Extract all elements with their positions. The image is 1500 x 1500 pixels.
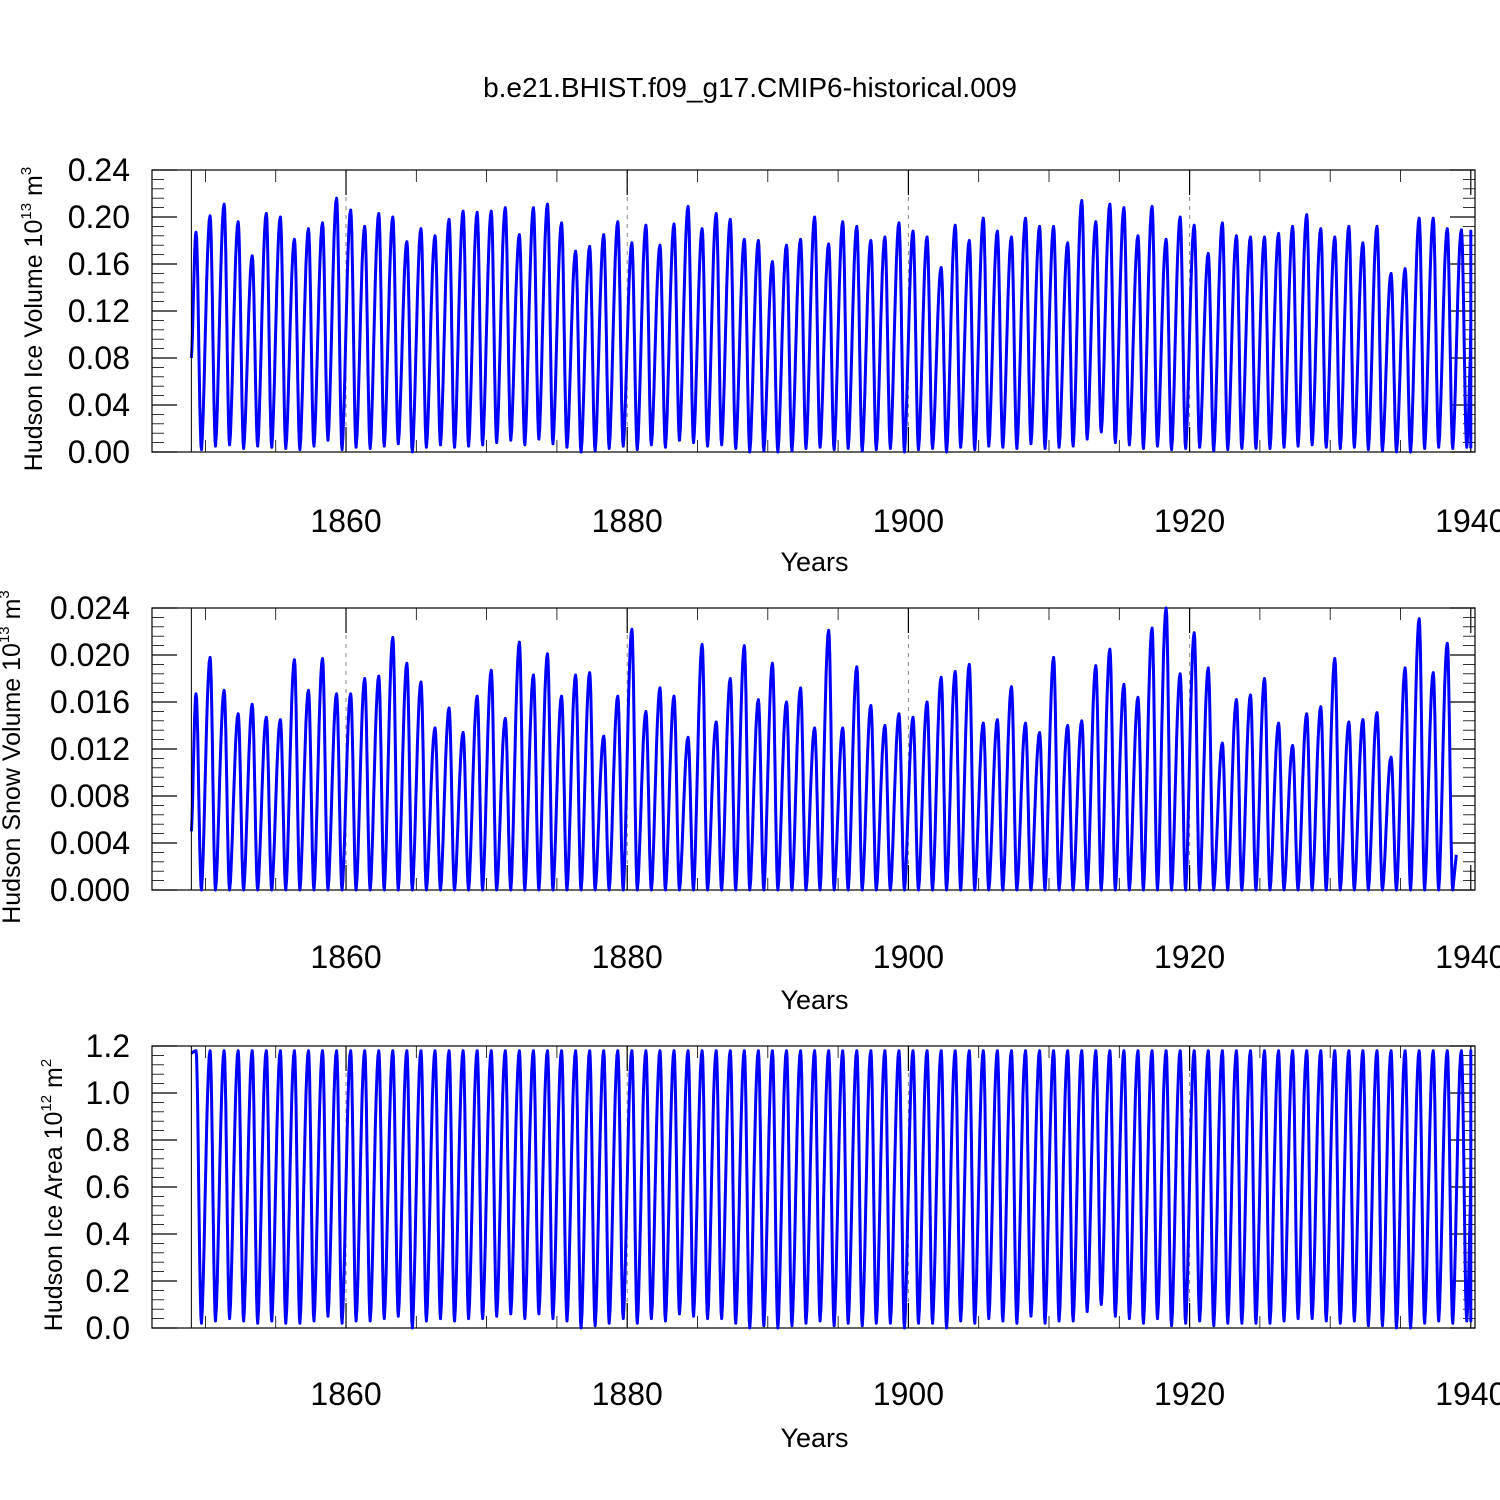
x-tick-label: 1940: [1435, 503, 1500, 539]
x-axis-label: Years: [780, 1423, 848, 1453]
x-tick-label: 1860: [310, 1376, 381, 1412]
panel-2: 0.000 0.004 0.008 0.012 0.016 0.020 0.024 1860 1…: [0, 590, 1500, 1015]
y-axis-label: Hudson Ice Volume 1013 m3: [18, 167, 48, 471]
series-line: [189, 196, 1473, 454]
y-tick-label: 0.20: [68, 199, 130, 235]
y-tick-label: 0.12: [68, 293, 130, 329]
y-tick-label: 0.0: [86, 1310, 130, 1346]
y-tick-label: 0.4: [86, 1216, 130, 1252]
x-tick-label: 1920: [1154, 1376, 1225, 1412]
y-tick-label: 0.020: [50, 637, 130, 673]
x-tick-label: 1940: [1435, 939, 1500, 975]
x-tick-label: 1900: [873, 1376, 944, 1412]
panels: 0.00 0.04 0.08 0.12 0.16 0.20 0.24 1860 1880 1900…: [0, 152, 1500, 1453]
y-tick-label: 1.0: [86, 1075, 130, 1111]
y-axis-label: Hudson Ice Area 1012 m2: [38, 1059, 68, 1331]
y-tick-label: 0.16: [68, 246, 130, 282]
x-tick-label: 1900: [873, 939, 944, 975]
y-tick-label: 0.08: [68, 340, 130, 376]
y-tick-label: 0.2: [86, 1263, 130, 1299]
y-tick-label: 0.004: [50, 825, 130, 861]
panel-1: 0.00 0.04 0.08 0.12 0.16 0.20 0.24 1860 1880 1900…: [18, 152, 1500, 577]
y-axis-label: Hudson Snow Volume 1013 m3: [0, 590, 26, 924]
x-axis-label: Years: [780, 547, 848, 577]
y-tick-label: 0.00: [68, 434, 130, 470]
y-tick-label: 0.24: [68, 152, 130, 188]
y-tick-label: 0.6: [86, 1169, 130, 1205]
series-line: [190, 1049, 1473, 1330]
x-tick-label: 1880: [592, 939, 663, 975]
x-tick-label: 1860: [310, 939, 381, 975]
y-tick-label: 0.012: [50, 731, 130, 767]
x-axis-label: Years: [780, 985, 848, 1015]
y-tick-label: 0.04: [68, 387, 130, 423]
figure-title: b.e21.BHIST.f09_g17.CMIP6-historical.009: [483, 72, 1017, 103]
y-tick-label: 1.2: [86, 1028, 130, 1064]
x-tick-label: 1920: [1154, 503, 1225, 539]
x-tick-label: 1880: [592, 1376, 663, 1412]
panel-3: 0.0 0.2 0.4 0.6 0.8 1.0 1.2 1860 1880 1900 1920 194…: [38, 1028, 1500, 1453]
x-tick-label: 1860: [310, 503, 381, 539]
x-tick-label: 1900: [873, 503, 944, 539]
x-tick-label: 1880: [592, 503, 663, 539]
x-tick-label: 1920: [1154, 939, 1225, 975]
y-tick-label: 0.008: [50, 778, 130, 814]
y-tick-label: 0.024: [50, 590, 130, 626]
series-line: [189, 606, 1458, 892]
y-tick-label: 0.000: [50, 872, 130, 908]
y-tick-label: 0.016: [50, 684, 130, 720]
y-tick-label: 0.8: [86, 1122, 130, 1158]
x-tick-label: 1940: [1435, 1376, 1500, 1412]
